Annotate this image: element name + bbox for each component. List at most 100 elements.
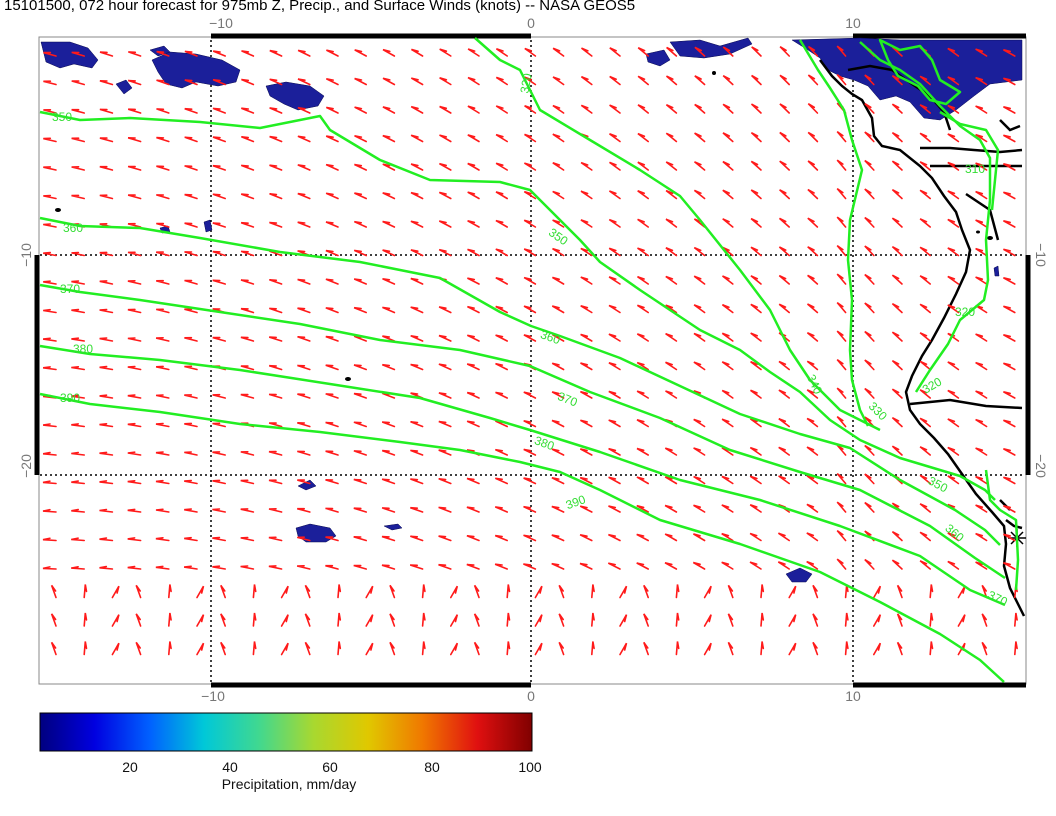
wind-barb: [297, 221, 311, 228]
wind-barb: [325, 536, 339, 542]
wind-barb: [410, 363, 424, 371]
wind-barb: [325, 135, 339, 143]
wind-barb: [297, 393, 311, 399]
wind-barb: [269, 49, 283, 57]
wind-barb: [495, 305, 508, 314]
wind-barb: [325, 78, 339, 86]
wind-barb: [693, 218, 706, 228]
wind-barb: [864, 273, 875, 285]
wind-barb: [466, 420, 480, 428]
wind-barb: [438, 506, 452, 513]
wind-barb: [156, 308, 170, 314]
wind-barb: [580, 276, 593, 285]
wind-barb: [268, 450, 283, 456]
wind-barb: [975, 162, 988, 171]
wind-barb: [721, 475, 734, 485]
wind-barb: [891, 388, 903, 399]
wind-barb: [807, 188, 819, 200]
wind-barb: [467, 220, 480, 228]
wind-barb: [43, 223, 57, 228]
wind-barb: [873, 585, 882, 599]
wind-barb: [156, 279, 170, 285]
wind-barb: [619, 642, 628, 656]
wind-barb: [665, 218, 678, 228]
contour-390: [39, 392, 1005, 683]
wind-barb: [873, 614, 882, 627]
wind-barb: [551, 534, 565, 542]
wind-barb: [558, 584, 565, 599]
wind-barb: [325, 421, 339, 428]
wind-barb: [353, 564, 367, 570]
wind-barb: [836, 387, 847, 399]
wind-barb: [382, 106, 396, 114]
wind-barb: [353, 478, 367, 485]
wind-barb: [269, 78, 283, 86]
wind-barb: [836, 273, 847, 285]
wind-barb: [1003, 134, 1016, 143]
wind-barb: [240, 451, 255, 456]
wind-barb: [268, 422, 283, 428]
wind-barb: [353, 278, 367, 285]
wind-barb: [675, 584, 680, 599]
wind-barb: [156, 194, 170, 200]
wind-barb: [240, 365, 255, 371]
wind-barb: [325, 106, 339, 114]
wind-barb: [467, 162, 480, 171]
wind-barb: [297, 364, 311, 371]
wind-barb: [467, 277, 480, 285]
wind-barb: [609, 161, 621, 171]
wind-barb: [552, 247, 565, 257]
wind-barb: [410, 105, 424, 114]
wind-barb: [240, 565, 255, 570]
wind-barb: [580, 362, 593, 371]
wind-barb: [975, 532, 988, 542]
wind-barb: [297, 307, 311, 314]
wind-barb: [184, 422, 198, 428]
wind-barb: [42, 423, 57, 428]
wind-barb: [580, 190, 593, 200]
wind-barb: [382, 220, 396, 228]
wind-barb: [241, 107, 255, 114]
wind-barb: [609, 75, 621, 86]
wind-barb: [749, 418, 762, 428]
wind-barb: [919, 161, 931, 171]
wind-barb: [693, 332, 706, 342]
wind-barb: [891, 188, 903, 200]
wind-barb: [43, 251, 57, 257]
wind-barb: [608, 533, 621, 542]
wind-barb: [558, 641, 565, 656]
wind-barb: [241, 78, 255, 86]
wind-barb: [1003, 562, 1016, 570]
wind-barb: [524, 47, 537, 57]
wind-barb: [196, 642, 205, 656]
wind-barb: [552, 190, 565, 200]
wind-barb: [42, 366, 57, 371]
contour-310: [859, 41, 992, 393]
wind-barb: [466, 363, 480, 371]
wind-barb: [494, 448, 508, 456]
wind-barb: [534, 614, 543, 627]
wind-barb: [975, 504, 988, 513]
wind-barb: [410, 478, 424, 485]
wind-barb: [637, 132, 649, 143]
wind-barb: [608, 447, 621, 456]
wind-barb: [268, 536, 283, 542]
wind-barb: [43, 137, 57, 143]
wind-barb: [608, 190, 621, 200]
wind-barb: [919, 303, 931, 314]
wind-barb: [506, 612, 511, 627]
wind-barb: [580, 104, 593, 114]
wind-barb: [268, 393, 283, 399]
wind-barb: [473, 641, 480, 656]
islands: [55, 71, 993, 381]
wind-barb: [410, 48, 424, 57]
wind-barb: [325, 364, 339, 371]
wind-barb: [71, 80, 85, 86]
wind-barb: [212, 107, 226, 114]
wind-barb: [523, 162, 537, 171]
wind-barb: [354, 135, 367, 143]
wind-barb: [760, 612, 765, 627]
wind-barb: [382, 278, 396, 285]
wind-barb: [212, 479, 226, 485]
wind-barb: [381, 535, 396, 542]
